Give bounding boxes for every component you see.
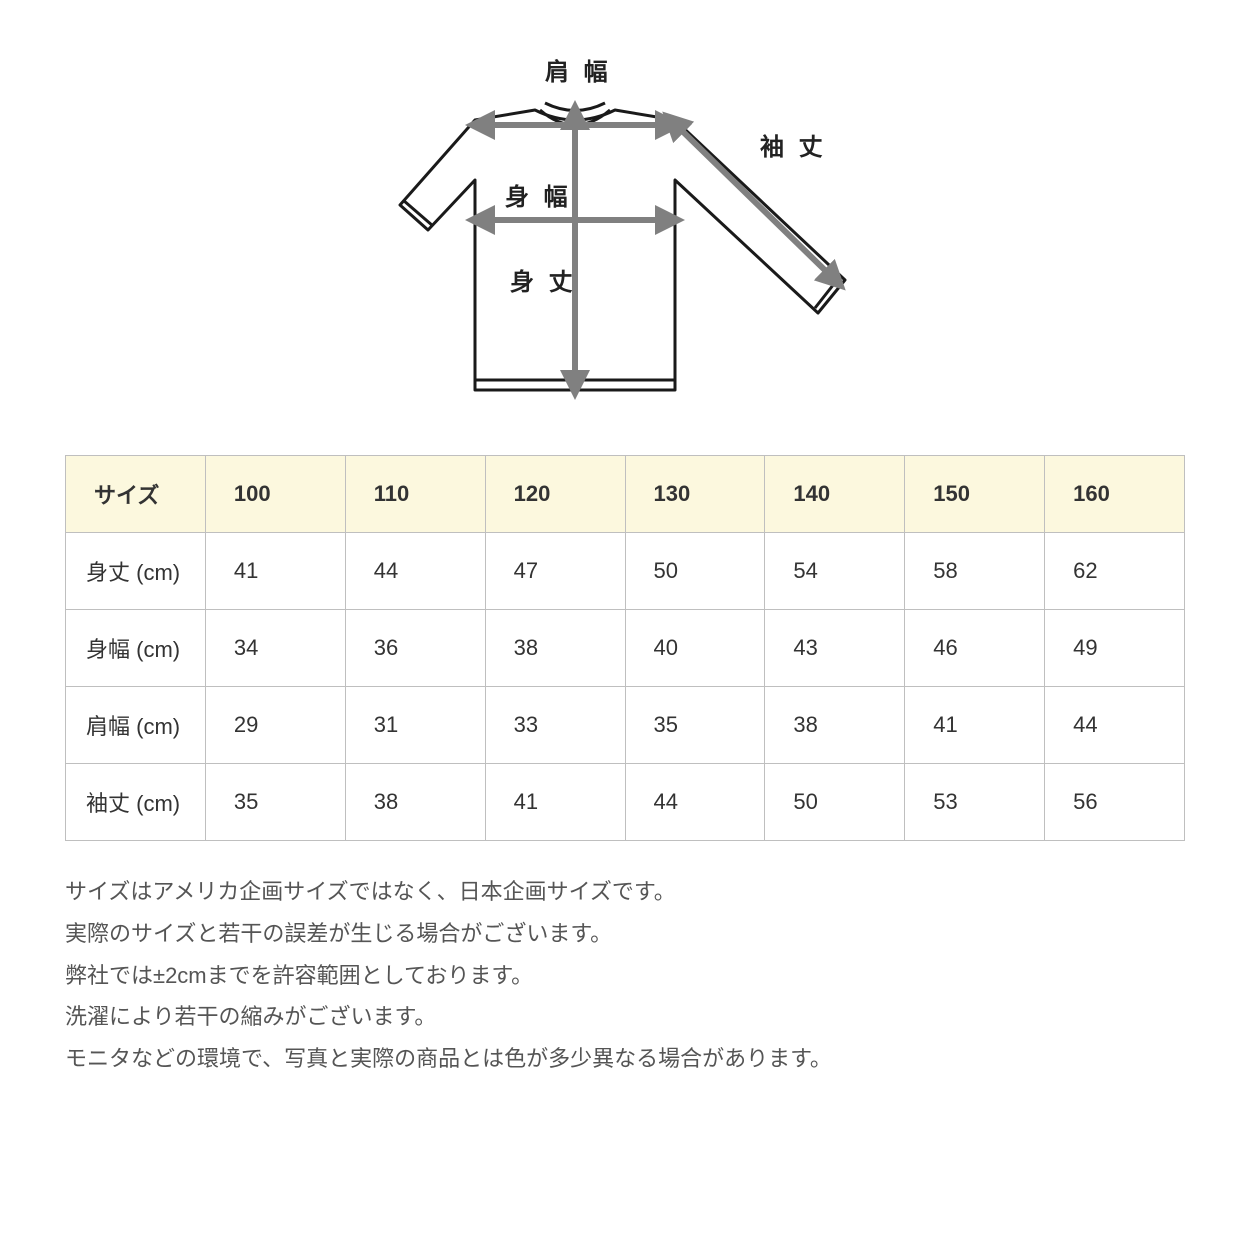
note-line: サイズはアメリカ企画サイズではなく、日本企画サイズです。	[65, 871, 1185, 913]
label-shoulder: 肩 幅	[545, 58, 612, 86]
cell: 56	[1045, 764, 1185, 841]
header-col: 160	[1045, 456, 1185, 533]
size-notes: サイズはアメリカ企画サイズではなく、日本企画サイズです。 実際のサイズと若干の誤…	[65, 871, 1185, 1080]
cell: 38	[485, 610, 625, 687]
note-line: 実際のサイズと若干の誤差が生じる場合がございます。	[65, 913, 1185, 955]
header-col: 100	[205, 456, 345, 533]
table-row: 身幅 (cm) 34 36 38 40 43 46 49	[66, 610, 1185, 687]
cell: 38	[345, 764, 485, 841]
cell: 41	[485, 764, 625, 841]
header-col: 150	[905, 456, 1045, 533]
table-row: 肩幅 (cm) 29 31 33 35 38 41 44	[66, 687, 1185, 764]
label-length: 身 丈	[510, 268, 577, 296]
cell: 50	[765, 764, 905, 841]
cell: 34	[205, 610, 345, 687]
cell: 47	[485, 533, 625, 610]
label-width: 身 幅	[505, 183, 572, 211]
cell: 44	[625, 764, 765, 841]
note-line: モニタなどの環境で、写真と実際の商品とは色が多少異なる場合があります。	[65, 1038, 1185, 1080]
cell: 41	[905, 687, 1045, 764]
header-size-label: サイズ	[66, 456, 206, 533]
cell: 29	[205, 687, 345, 764]
cell: 35	[625, 687, 765, 764]
row-label: 肩幅 (cm)	[66, 687, 206, 764]
note-line: 弊社では±2cmまでを許容範囲としております。	[65, 955, 1185, 997]
cell: 46	[905, 610, 1045, 687]
table-row: 袖丈 (cm) 35 38 41 44 50 53 56	[66, 764, 1185, 841]
size-chart-table: サイズ 100 110 120 130 140 150 160 身丈 (cm) …	[65, 455, 1185, 841]
cell: 44	[345, 533, 485, 610]
cell: 36	[345, 610, 485, 687]
table-header-row: サイズ 100 110 120 130 140 150 160	[66, 456, 1185, 533]
cell: 50	[625, 533, 765, 610]
table-row: 身丈 (cm) 41 44 47 50 54 58 62	[66, 533, 1185, 610]
cell: 31	[345, 687, 485, 764]
header-col: 120	[485, 456, 625, 533]
label-sleeve: 袖 丈	[760, 133, 827, 161]
cell: 44	[1045, 687, 1185, 764]
cell: 38	[765, 687, 905, 764]
header-col: 130	[625, 456, 765, 533]
header-col: 140	[765, 456, 905, 533]
cell: 54	[765, 533, 905, 610]
header-col: 110	[345, 456, 485, 533]
cell: 53	[905, 764, 1045, 841]
cell: 41	[205, 533, 345, 610]
row-label: 身丈 (cm)	[66, 533, 206, 610]
cell: 35	[205, 764, 345, 841]
cell: 49	[1045, 610, 1185, 687]
note-line: 洗濯により若干の縮みがございます。	[65, 996, 1185, 1038]
cell: 58	[905, 533, 1045, 610]
cell: 33	[485, 687, 625, 764]
row-label: 袖丈 (cm)	[66, 764, 206, 841]
cell: 62	[1045, 533, 1185, 610]
row-label: 身幅 (cm)	[66, 610, 206, 687]
shirt-diagram-svg: 肩 幅 袖 丈 身 幅 身 丈	[345, 40, 905, 420]
cell: 40	[625, 610, 765, 687]
cell: 43	[765, 610, 905, 687]
measurement-diagram: 肩 幅 袖 丈 身 幅 身 丈	[65, 40, 1185, 420]
